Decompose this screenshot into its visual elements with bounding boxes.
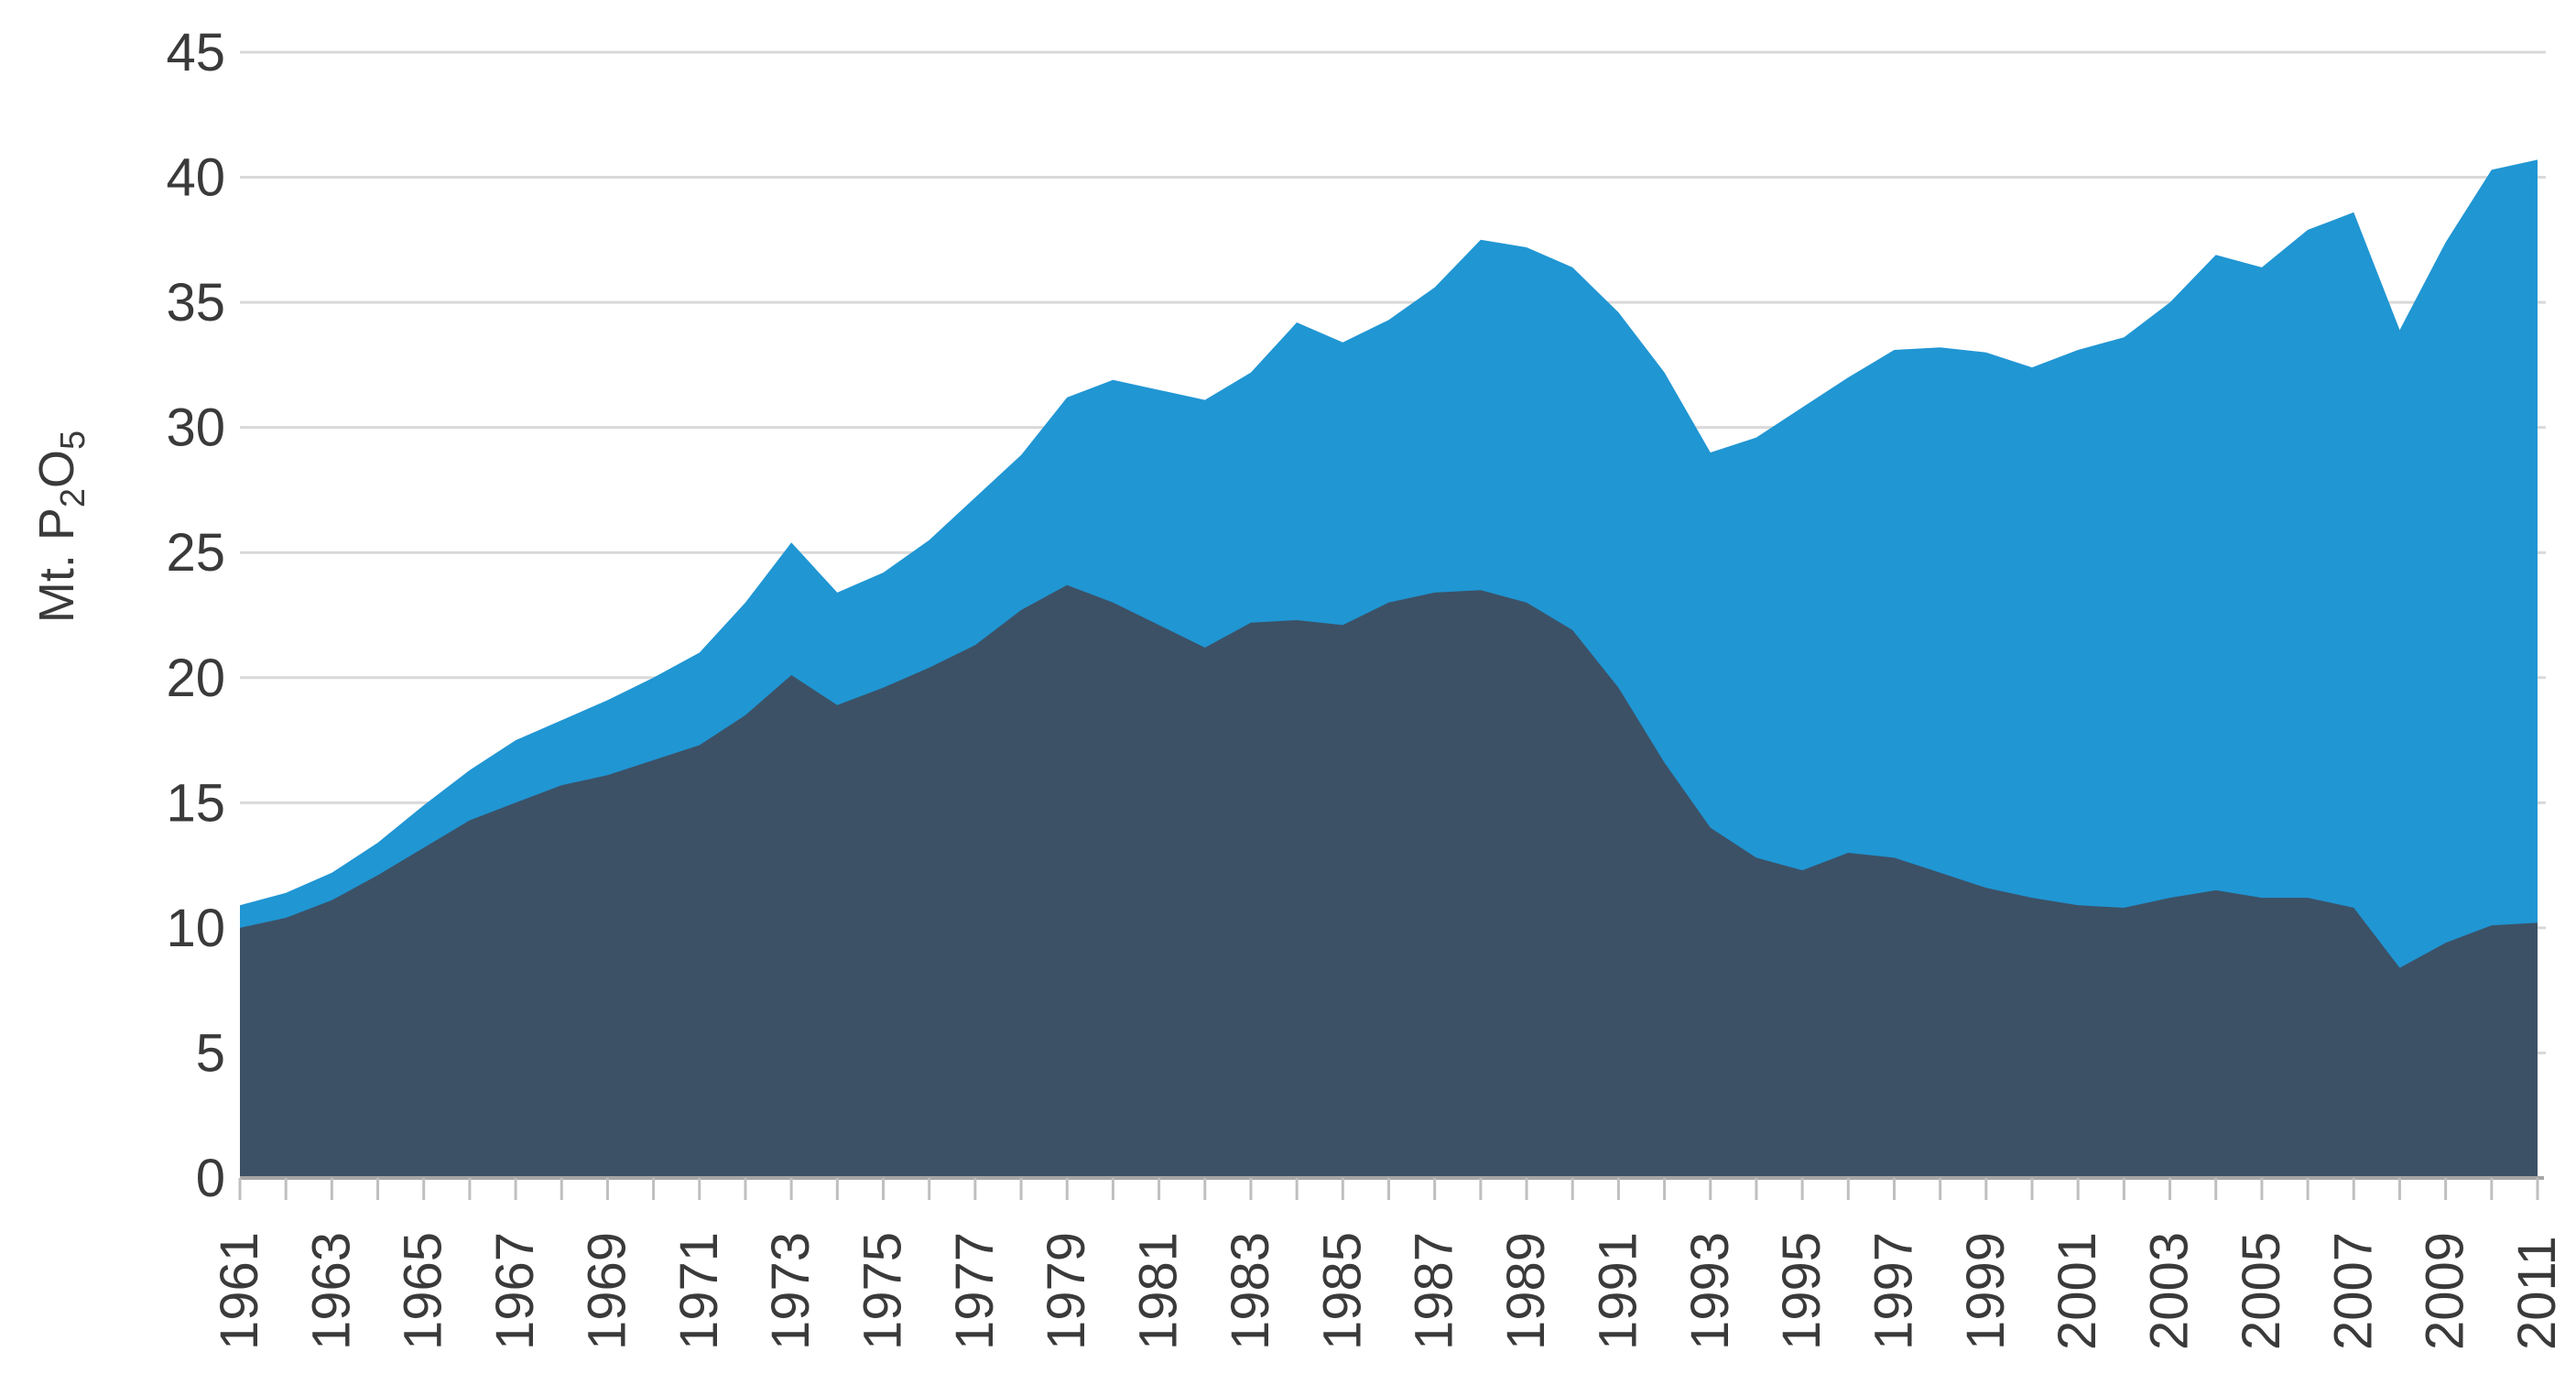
- x-tick-label-1991: 1991: [1588, 1232, 1647, 1350]
- y-tick-label-35: 35: [166, 273, 225, 333]
- y-axis-title-text: Mt. P: [29, 507, 84, 623]
- x-tick-label-1985: 1985: [1312, 1232, 1372, 1350]
- x-tick-label-1965: 1965: [394, 1232, 453, 1350]
- x-tick-label-1973: 1973: [761, 1232, 821, 1350]
- x-tick-label-2009: 2009: [2416, 1232, 2475, 1350]
- x-tick-label-2005: 2005: [2232, 1232, 2291, 1350]
- x-tick-label-1999: 1999: [1956, 1232, 2016, 1350]
- x-tick-label-1969: 1969: [577, 1232, 636, 1350]
- x-tick-label-1983: 1983: [1221, 1232, 1280, 1350]
- y-tick-label-20: 20: [166, 649, 225, 708]
- y-tick-label-5: 5: [196, 1023, 225, 1083]
- x-tick-label-2003: 2003: [2140, 1232, 2200, 1350]
- y-tick-label-25: 25: [166, 523, 225, 583]
- x-tick-label-1977: 1977: [945, 1232, 1005, 1350]
- x-tick-label-2011: 2011: [2507, 1236, 2567, 1350]
- x-tick-label-1989: 1989: [1496, 1232, 1556, 1350]
- y-tick-label-45: 45: [166, 23, 225, 82]
- y-axis-title-subscript: 5: [54, 431, 92, 450]
- x-tick-label-1967: 1967: [485, 1232, 545, 1350]
- x-tick-label-2007: 2007: [2323, 1232, 2383, 1350]
- x-tick-label-1997: 1997: [1864, 1232, 1923, 1350]
- x-tick-label-1981: 1981: [1129, 1232, 1189, 1350]
- x-tick-label-1975: 1975: [853, 1232, 913, 1350]
- y-axis-title: Mt. P2O5: [29, 431, 92, 623]
- x-tick-label-1987: 1987: [1405, 1232, 1464, 1350]
- x-tick-label-2001: 2001: [2048, 1232, 2107, 1350]
- y-tick-label-40: 40: [166, 148, 225, 208]
- x-tick-label-1961: 1961: [210, 1232, 269, 1350]
- y-tick-label-30: 30: [166, 398, 225, 458]
- x-tick-label-1963: 1963: [301, 1232, 361, 1350]
- x-tick-label-1993: 1993: [1680, 1232, 1740, 1350]
- y-axis-title-text: O: [29, 450, 84, 488]
- x-tick-label-1995: 1995: [1772, 1232, 1831, 1350]
- area-dark-navy-lower-series: [240, 584, 2538, 1178]
- y-tick-label-10: 10: [166, 899, 225, 958]
- y-tick-label-15: 15: [166, 773, 225, 833]
- x-tick-label-1971: 1971: [669, 1232, 729, 1350]
- y-tick-label-0: 0: [196, 1149, 225, 1208]
- x-tick-label-1979: 1979: [1037, 1232, 1096, 1350]
- y-axis-title-subscript: 2: [54, 488, 92, 507]
